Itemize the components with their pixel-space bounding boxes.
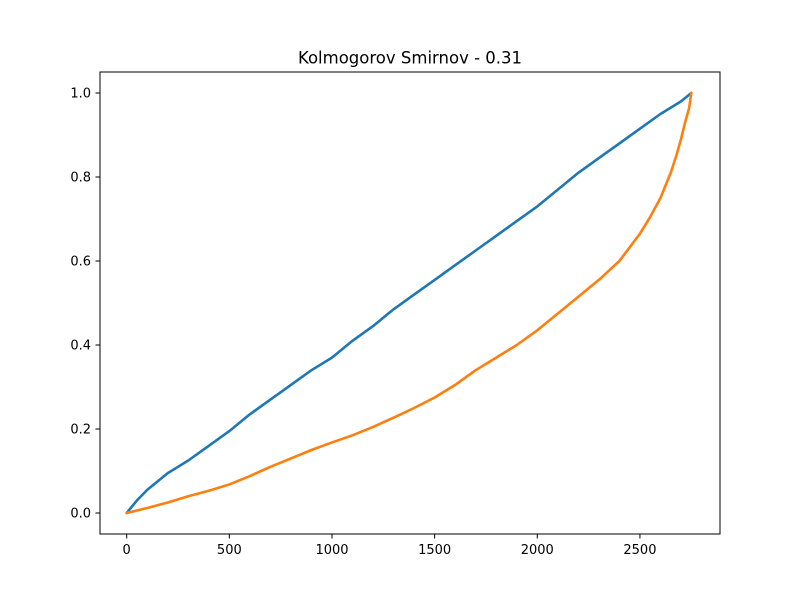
- y-tick-label: 0.6: [70, 255, 91, 270]
- x-tick-label: 1000: [315, 543, 348, 558]
- chart-title: Kolmogorov Smirnov - 0.31: [298, 49, 522, 68]
- plot-frame: [99, 71, 721, 535]
- y-tick-label: 0.0: [70, 507, 91, 522]
- x-tick-label: 0: [123, 543, 131, 558]
- series-layer: [125, 91, 693, 515]
- y-tick-label: 0.2: [70, 423, 91, 438]
- y-tick-label: 1.0: [70, 87, 91, 102]
- x-tick-label: 500: [217, 543, 242, 558]
- series-line-1: [125, 91, 693, 515]
- axis-layer: 0 500 1000 1500 2000 2500 0.0 0.2 0.4 0.6 0.8 1.0: [70, 71, 721, 558]
- x-tick-label: 2000: [521, 543, 554, 558]
- y-tick-label: 0.8: [70, 171, 91, 186]
- y-tick-label: 0.4: [70, 339, 91, 354]
- x-tick-label: 2500: [623, 543, 656, 558]
- x-tick-label: 1500: [418, 543, 451, 558]
- series-line-2: [125, 91, 693, 515]
